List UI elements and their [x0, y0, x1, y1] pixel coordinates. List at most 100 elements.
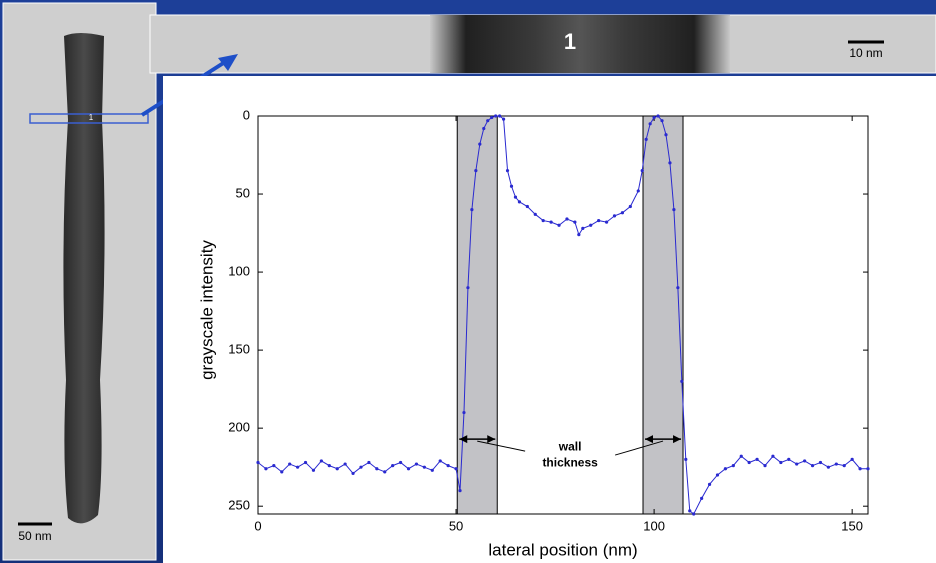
y-axis-label: grayscale intensity — [197, 240, 216, 380]
nanotube — [63, 33, 105, 524]
data-point — [810, 464, 815, 468]
data-point — [620, 211, 625, 215]
data-point — [858, 467, 862, 471]
data-point — [692, 512, 696, 516]
data-point — [826, 465, 830, 469]
data-point — [498, 114, 502, 118]
data-point — [573, 220, 577, 224]
data-point — [771, 454, 775, 458]
data-point — [398, 460, 403, 465]
selection-box — [29, 113, 149, 124]
data-point — [288, 462, 292, 466]
y-tick-label: 50 — [236, 185, 250, 200]
data-point — [458, 488, 462, 493]
data-point — [684, 457, 688, 461]
data-point — [414, 462, 419, 466]
x-tick-label: 50 — [449, 518, 463, 533]
strip-label: 1 — [564, 29, 576, 54]
x-tick-label: 0 — [254, 518, 261, 533]
data-point — [842, 464, 846, 468]
data-point — [549, 220, 553, 224]
data-point — [644, 137, 648, 142]
data-point — [351, 471, 355, 476]
y-tick-label: 0 — [243, 107, 250, 122]
data-point — [795, 462, 799, 466]
data-point — [866, 467, 870, 471]
data-point — [656, 114, 660, 118]
data-point — [672, 208, 676, 212]
data-point — [327, 464, 331, 468]
data-point — [303, 460, 308, 465]
data-point — [589, 223, 593, 227]
data-point — [604, 220, 609, 224]
data-point — [565, 217, 569, 221]
data-point — [482, 126, 486, 131]
data-point — [755, 457, 759, 461]
data-point — [446, 464, 450, 468]
data-point — [533, 212, 537, 216]
scale-label: 50 nm — [18, 529, 51, 543]
data-point — [422, 465, 426, 469]
data-point — [739, 454, 743, 458]
pointer-arrow-head — [218, 54, 238, 71]
annotation: thickness — [542, 455, 598, 469]
arrow-head — [645, 435, 654, 444]
data-point — [391, 464, 395, 468]
arrow-head — [487, 435, 496, 444]
data-point — [430, 468, 434, 472]
data-point — [272, 464, 276, 468]
data-point — [688, 509, 692, 513]
arrow-head — [459, 435, 468, 444]
data-point — [486, 119, 490, 123]
data-point — [375, 467, 379, 471]
data-point — [834, 462, 838, 466]
data-line — [257, 115, 868, 515]
wall-region — [642, 115, 684, 515]
data-point — [818, 460, 823, 465]
data-point — [280, 470, 284, 474]
data-point — [490, 115, 494, 120]
data-point — [763, 464, 767, 468]
chart: 0 50 100 150 0 50 100 150 200 250 wall thickness — [228, 107, 870, 533]
data-point — [850, 457, 854, 461]
data-point — [541, 218, 545, 223]
data-point — [264, 467, 268, 471]
data-point — [359, 465, 363, 469]
x-axis-label: lateral position (nm) — [488, 540, 637, 559]
plot-frame — [257, 115, 869, 515]
data-point — [525, 204, 529, 209]
data-point — [557, 223, 561, 227]
y-tick-label: 250 — [228, 498, 250, 513]
data-point — [367, 460, 371, 465]
data-point — [462, 410, 466, 415]
wall-region — [456, 115, 498, 515]
y-tick-label: 200 — [228, 420, 250, 435]
annotation-leader — [477, 440, 526, 452]
data-point — [478, 142, 482, 146]
data-point — [680, 379, 684, 383]
data-point — [513, 195, 518, 199]
data-point — [296, 465, 300, 469]
data-point — [747, 460, 751, 465]
data-point — [581, 226, 585, 230]
data-point — [311, 468, 316, 472]
data-point — [383, 470, 387, 474]
data-point — [612, 214, 617, 218]
data-point — [779, 460, 783, 465]
strip-band — [430, 15, 730, 73]
data-point — [652, 115, 656, 120]
data-point — [660, 119, 664, 123]
data-point — [343, 462, 347, 466]
data-point — [517, 200, 522, 204]
data-point — [501, 117, 506, 121]
data-point — [648, 122, 652, 126]
arrow-head — [673, 435, 682, 444]
data-point — [787, 457, 791, 461]
data-point — [803, 459, 807, 463]
data-point — [494, 114, 498, 118]
data-point — [509, 184, 514, 188]
data-point — [700, 496, 704, 500]
data-point — [505, 169, 510, 173]
data-point — [640, 169, 644, 173]
